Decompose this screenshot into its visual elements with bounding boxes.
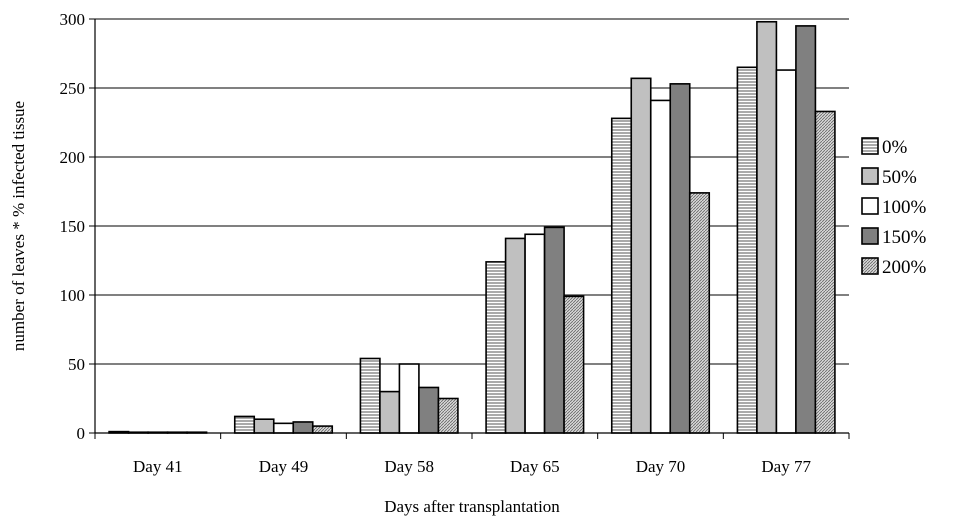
bar-200pct-day-70 [688, 192, 711, 434]
bar-100pct-day-58 [398, 363, 420, 434]
legend-swatch [861, 227, 879, 245]
bar-150pct-day-65 [543, 226, 565, 434]
bar-50pct-day-77 [756, 20, 778, 434]
bar-200pct-day-49 [311, 425, 334, 434]
x-tick-label: Day 49 [259, 457, 309, 476]
bar-150pct-day-70 [669, 83, 691, 434]
bar-200pct-day-65 [563, 295, 585, 434]
x-tick-label: Day 58 [384, 457, 434, 476]
bar-150pct-day-49 [292, 421, 314, 434]
bar-100pct-day-70 [649, 99, 672, 434]
bar-0pct-day-77 [736, 66, 758, 434]
y-tick-label: 100 [60, 286, 86, 305]
bars [108, 20, 836, 434]
x-tick-label: Day 77 [761, 457, 811, 476]
legend-swatch [861, 167, 879, 185]
y-tick-label: 0 [77, 424, 86, 443]
legend-label: 100% [882, 197, 927, 218]
bar-50pct-day-70 [630, 77, 652, 434]
bar-50pct-day-65 [504, 237, 526, 434]
legend-label: 0% [882, 137, 908, 158]
y-tick-label: 200 [60, 148, 86, 167]
gridlines [95, 18, 849, 365]
x-tick-label: Day 70 [636, 457, 686, 476]
y-tick-label: 300 [60, 10, 86, 29]
bar-0pct-day-49 [233, 415, 256, 434]
y-tick-label: 50 [68, 355, 85, 374]
legend-swatch [861, 257, 879, 275]
bar-100pct-day-65 [524, 233, 546, 434]
x-tick-label: Day 41 [133, 457, 183, 476]
bar-200pct-day-77 [814, 110, 836, 434]
x-tick-label: Day 65 [510, 457, 560, 476]
y-tick-label: 150 [60, 217, 86, 236]
bar-0pct-day-65 [485, 261, 507, 434]
legend-swatch [861, 137, 879, 155]
legend: 0% 50% 100% 150% 200% [861, 137, 927, 278]
bar-50pct-day-49 [253, 418, 275, 434]
legend-label: 150% [882, 227, 927, 248]
bar-50pct-day-58 [379, 390, 401, 434]
x-axis-title: Days after transplantation [384, 497, 560, 516]
bar-150pct-day-58 [418, 386, 440, 434]
axes: 0 50 100 150 200 250 300 Day 41 Day 49 Day 58 Day … [60, 10, 850, 476]
bar-0pct-day-70 [610, 117, 633, 434]
bar-150pct-day-77 [795, 25, 817, 434]
bar-100pct-day-77 [775, 69, 797, 434]
y-tick-label: 250 [60, 79, 86, 98]
y-axis-title: number of leaves * % infected tissue [9, 101, 28, 351]
bar-200pct-day-58 [437, 397, 459, 434]
legend-label: 50% [882, 167, 917, 188]
bar-100pct-day-49 [272, 422, 295, 434]
legend-swatch [861, 197, 879, 215]
legend-label: 200% [882, 257, 927, 278]
bar-0pct-day-58 [359, 357, 381, 434]
